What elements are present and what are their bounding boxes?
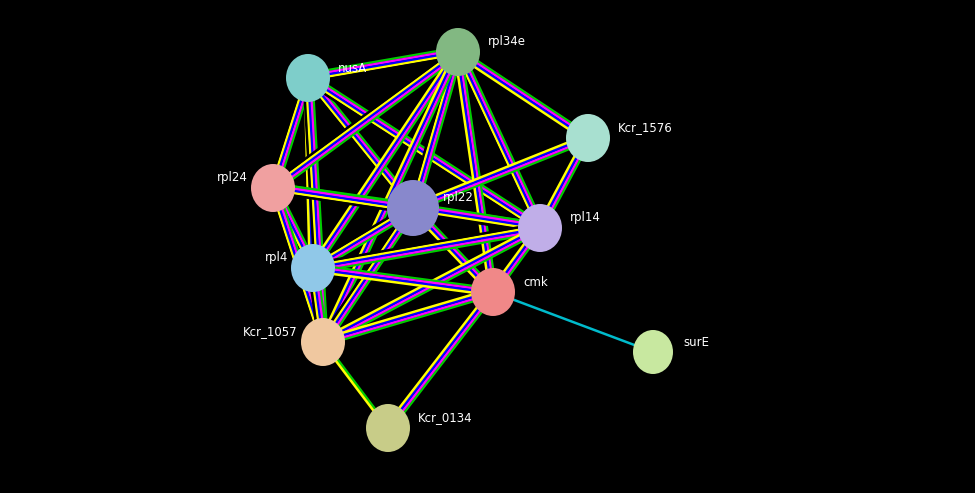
Ellipse shape [436,28,480,76]
Ellipse shape [291,244,335,292]
Ellipse shape [633,330,673,374]
Ellipse shape [566,114,610,162]
Ellipse shape [471,268,515,316]
Ellipse shape [286,54,330,102]
Text: rpl22: rpl22 [443,191,474,205]
Ellipse shape [387,180,439,236]
Text: Kcr_0134: Kcr_0134 [418,412,473,424]
Text: rpl14: rpl14 [570,211,601,224]
Text: surE: surE [683,336,709,349]
Text: cmk: cmk [523,276,548,288]
Text: nusA: nusA [338,62,368,74]
Text: rpl4: rpl4 [264,251,288,265]
Ellipse shape [251,164,295,212]
Ellipse shape [301,318,345,366]
Ellipse shape [366,404,410,452]
Text: rpl24: rpl24 [217,172,248,184]
Text: Kcr_1057: Kcr_1057 [244,325,298,339]
Text: rpl34e: rpl34e [488,35,526,48]
Text: Kcr_1576: Kcr_1576 [618,121,673,135]
Ellipse shape [518,204,562,252]
